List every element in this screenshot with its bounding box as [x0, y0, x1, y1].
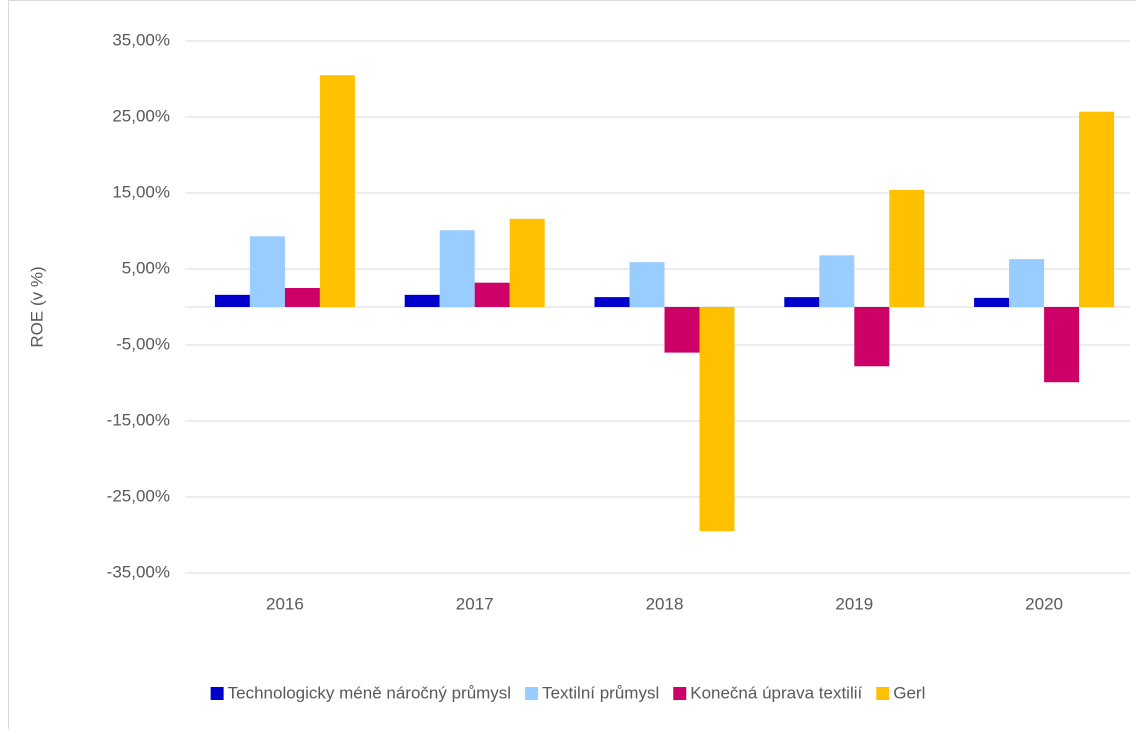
bar [594, 297, 630, 307]
y-axis-label: ROE (v %) [27, 266, 46, 347]
legend-swatch [876, 687, 890, 700]
bar [699, 307, 735, 532]
bar [284, 288, 320, 307]
legend-swatch [673, 687, 687, 700]
bar [819, 255, 855, 307]
legend-swatch [525, 687, 539, 700]
y-tick-label: 25,00% [112, 106, 170, 125]
legend-label: Technologicky méně náročný průmysl [228, 683, 511, 702]
chart-frame [8, 0, 1136, 729]
y-tick-label: -5,00% [116, 334, 170, 353]
y-tick-label: 15,00% [112, 182, 170, 201]
bar [974, 297, 1010, 307]
bar [889, 189, 925, 307]
bar [854, 307, 890, 367]
x-tick-label: 2020 [1025, 594, 1063, 613]
y-tick-label: -15,00% [107, 410, 170, 429]
bar [784, 297, 820, 307]
y-tick-label: 35,00% [112, 30, 170, 49]
y-tick-label: -25,00% [107, 486, 170, 505]
legend-label: Textilní průmysl [542, 683, 659, 702]
x-tick-label: 2017 [456, 594, 494, 613]
bar [1079, 111, 1115, 308]
y-tick-label: -35,00% [107, 562, 170, 581]
bar [509, 218, 545, 307]
x-tick-label: 2018 [646, 594, 684, 613]
legend-label: Konečná úprava textilií [690, 683, 862, 702]
x-tick-label: 2016 [266, 594, 304, 613]
bar [629, 262, 665, 307]
bar [319, 75, 355, 307]
legend-label: Gerl [893, 683, 925, 702]
x-tick-label: 2019 [835, 594, 873, 613]
y-tick-label: 5,00% [122, 258, 170, 277]
legend-swatch [210, 687, 224, 700]
bar [439, 230, 475, 307]
bar [1009, 259, 1045, 307]
bar [664, 307, 700, 353]
bar [249, 236, 285, 307]
bar [214, 294, 250, 307]
bar [1044, 307, 1080, 383]
bar [474, 282, 510, 307]
bar [404, 294, 440, 307]
